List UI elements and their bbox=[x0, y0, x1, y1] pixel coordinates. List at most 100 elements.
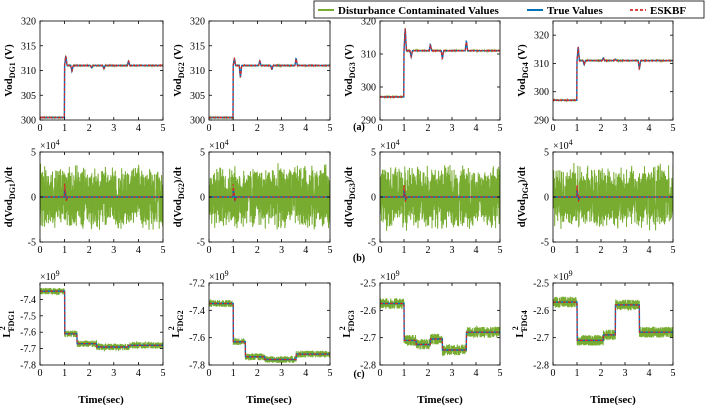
x-tick-label: 4 bbox=[136, 368, 141, 379]
x-tick-label: 0 bbox=[38, 368, 43, 379]
y-tick-label: -2.8 bbox=[533, 361, 549, 372]
x-tick-label: 3 bbox=[450, 368, 455, 379]
legend: Disturbance Contaminated Values True Val… bbox=[313, 0, 705, 19]
x-tick-label: 2 bbox=[599, 123, 604, 134]
x-tick-label: 2 bbox=[87, 245, 92, 256]
x-tick-label: 0 bbox=[207, 245, 212, 256]
x-tick-label: 1 bbox=[402, 368, 407, 379]
y-tick-label: 5 bbox=[200, 148, 205, 159]
series-true-values bbox=[380, 28, 500, 98]
axes-box bbox=[208, 282, 331, 366]
y-axis-label: L2FDG1 bbox=[0, 310, 16, 337]
axes-box bbox=[379, 282, 501, 366]
series-eskbf bbox=[380, 302, 500, 351]
panel-r1c4: 0 1 2 3 4 5 290 300 310 320 VodDG4 (V) bbox=[516, 20, 676, 134]
x-tick-label: 2 bbox=[426, 245, 431, 256]
y-tick-label: -2.6 bbox=[360, 306, 376, 317]
series-true-values bbox=[40, 290, 163, 348]
x-tick-label: 3 bbox=[279, 123, 284, 134]
x-tick-label: 0 bbox=[207, 368, 212, 379]
y-tick-label: 305 bbox=[21, 91, 36, 102]
y-tick-label: -7.5 bbox=[20, 311, 36, 322]
x-tick-label: 3 bbox=[111, 368, 116, 379]
x-tick-label: 0 bbox=[551, 245, 556, 256]
x-tick-label: 5 bbox=[161, 123, 166, 134]
x-tick-label: 3 bbox=[111, 245, 116, 256]
panel-r3c1: 0 1 2 3 4 5 -7.8 -7.7 -7.6 -7.5 -7.4 ×109 L2FDG1 bbox=[0, 269, 166, 379]
series-eskbf bbox=[553, 46, 673, 102]
y-tick-label: 320 bbox=[190, 17, 205, 28]
y-tick-label: -7.2 bbox=[189, 279, 205, 290]
x-tick-label: 5 bbox=[161, 245, 166, 256]
y-axis-label: L2FDG4 bbox=[511, 310, 529, 337]
y-tick-label: 0 bbox=[544, 193, 549, 204]
x-tick-label: 5 bbox=[671, 123, 676, 134]
x-tick-label: 5 bbox=[671, 368, 676, 379]
y-tick-label: 0 bbox=[200, 193, 205, 204]
x-tick-label: 5 bbox=[328, 123, 333, 134]
y-tick-label: 5 bbox=[544, 148, 549, 159]
y-axis-label: d(VodDG4)/dt bbox=[516, 166, 530, 227]
x-tick-label: 5 bbox=[498, 368, 503, 379]
x-tick-label: 3 bbox=[279, 368, 284, 379]
legend-label-eskbf: ESKBF bbox=[650, 5, 686, 17]
x-tick-label: 5 bbox=[328, 245, 333, 256]
series-disturbance bbox=[40, 163, 163, 230]
y-axis-label: d(VodDG2)/dt bbox=[172, 166, 186, 227]
x-tick-label: 4 bbox=[647, 245, 652, 256]
x-tick-label: 1 bbox=[231, 368, 236, 379]
x-tick-label: 5 bbox=[328, 368, 333, 379]
plot-area bbox=[380, 164, 500, 231]
x-tick-label: 4 bbox=[303, 368, 308, 379]
y-tick-label: -2.7 bbox=[360, 333, 376, 344]
x-tick-label: 4 bbox=[136, 245, 141, 256]
x-tick-label: 2 bbox=[255, 123, 260, 134]
axes-box bbox=[208, 20, 331, 121]
x-tick-label: 4 bbox=[474, 123, 479, 134]
y-axis-label: VodDG2 (V) bbox=[172, 44, 186, 97]
y-tick-label: 300 bbox=[534, 87, 549, 98]
series-true-values bbox=[380, 302, 500, 351]
x-tick-label: 0 bbox=[378, 368, 383, 379]
axis-multiplier: ×104 bbox=[553, 138, 573, 152]
series-disturbance bbox=[209, 57, 330, 120]
x-tick-label: 1 bbox=[575, 368, 580, 379]
x-tick-label: 3 bbox=[623, 245, 628, 256]
x-tick-label: 5 bbox=[671, 245, 676, 256]
y-tick-label: 310 bbox=[21, 66, 36, 77]
series-disturbance bbox=[209, 163, 330, 230]
panel-r3c3: 0 1 2 3 4 5 -2.8 -2.7 -2.6 -2.5 ×109 L2FDG3 bbox=[338, 269, 503, 379]
plot-area bbox=[209, 163, 330, 230]
plot-area bbox=[380, 298, 500, 357]
panel-r3c4: 0 1 2 3 4 5 -2.8 -2.7 -2.6 -2.5 ×109 L2FDG4 bbox=[511, 269, 676, 379]
axis-multiplier: ×109 bbox=[209, 269, 229, 283]
x-tick-label: 4 bbox=[647, 368, 652, 379]
x-tick-label: 3 bbox=[450, 245, 455, 256]
x-tick-label: 1 bbox=[62, 245, 67, 256]
x-tick-label: 1 bbox=[231, 245, 236, 256]
y-tick-label: -2.5 bbox=[533, 279, 549, 290]
x-tick-label: 3 bbox=[111, 123, 116, 134]
plot-area bbox=[553, 46, 673, 103]
y-tick-label: 300 bbox=[190, 116, 205, 127]
series-eskbf bbox=[40, 183, 163, 202]
y-tick-label: -5 bbox=[197, 238, 205, 249]
y-tick-label: -7.8 bbox=[20, 361, 36, 372]
x-tick-label: 5 bbox=[498, 123, 503, 134]
plot-area bbox=[553, 296, 673, 346]
y-tick-label: 315 bbox=[190, 41, 205, 52]
x-tick-label: 0 bbox=[38, 245, 43, 256]
x-tick-label: 0 bbox=[378, 245, 383, 256]
x-tick-label: 4 bbox=[136, 123, 141, 134]
y-tick-label: 315 bbox=[21, 41, 36, 52]
x-tick-label: 1 bbox=[575, 245, 580, 256]
y-axis-label: VodDG3 (V) bbox=[343, 44, 357, 97]
plot-area bbox=[380, 27, 500, 100]
series-disturbance bbox=[553, 296, 673, 346]
y-axis-label: L2FDG2 bbox=[167, 310, 185, 337]
